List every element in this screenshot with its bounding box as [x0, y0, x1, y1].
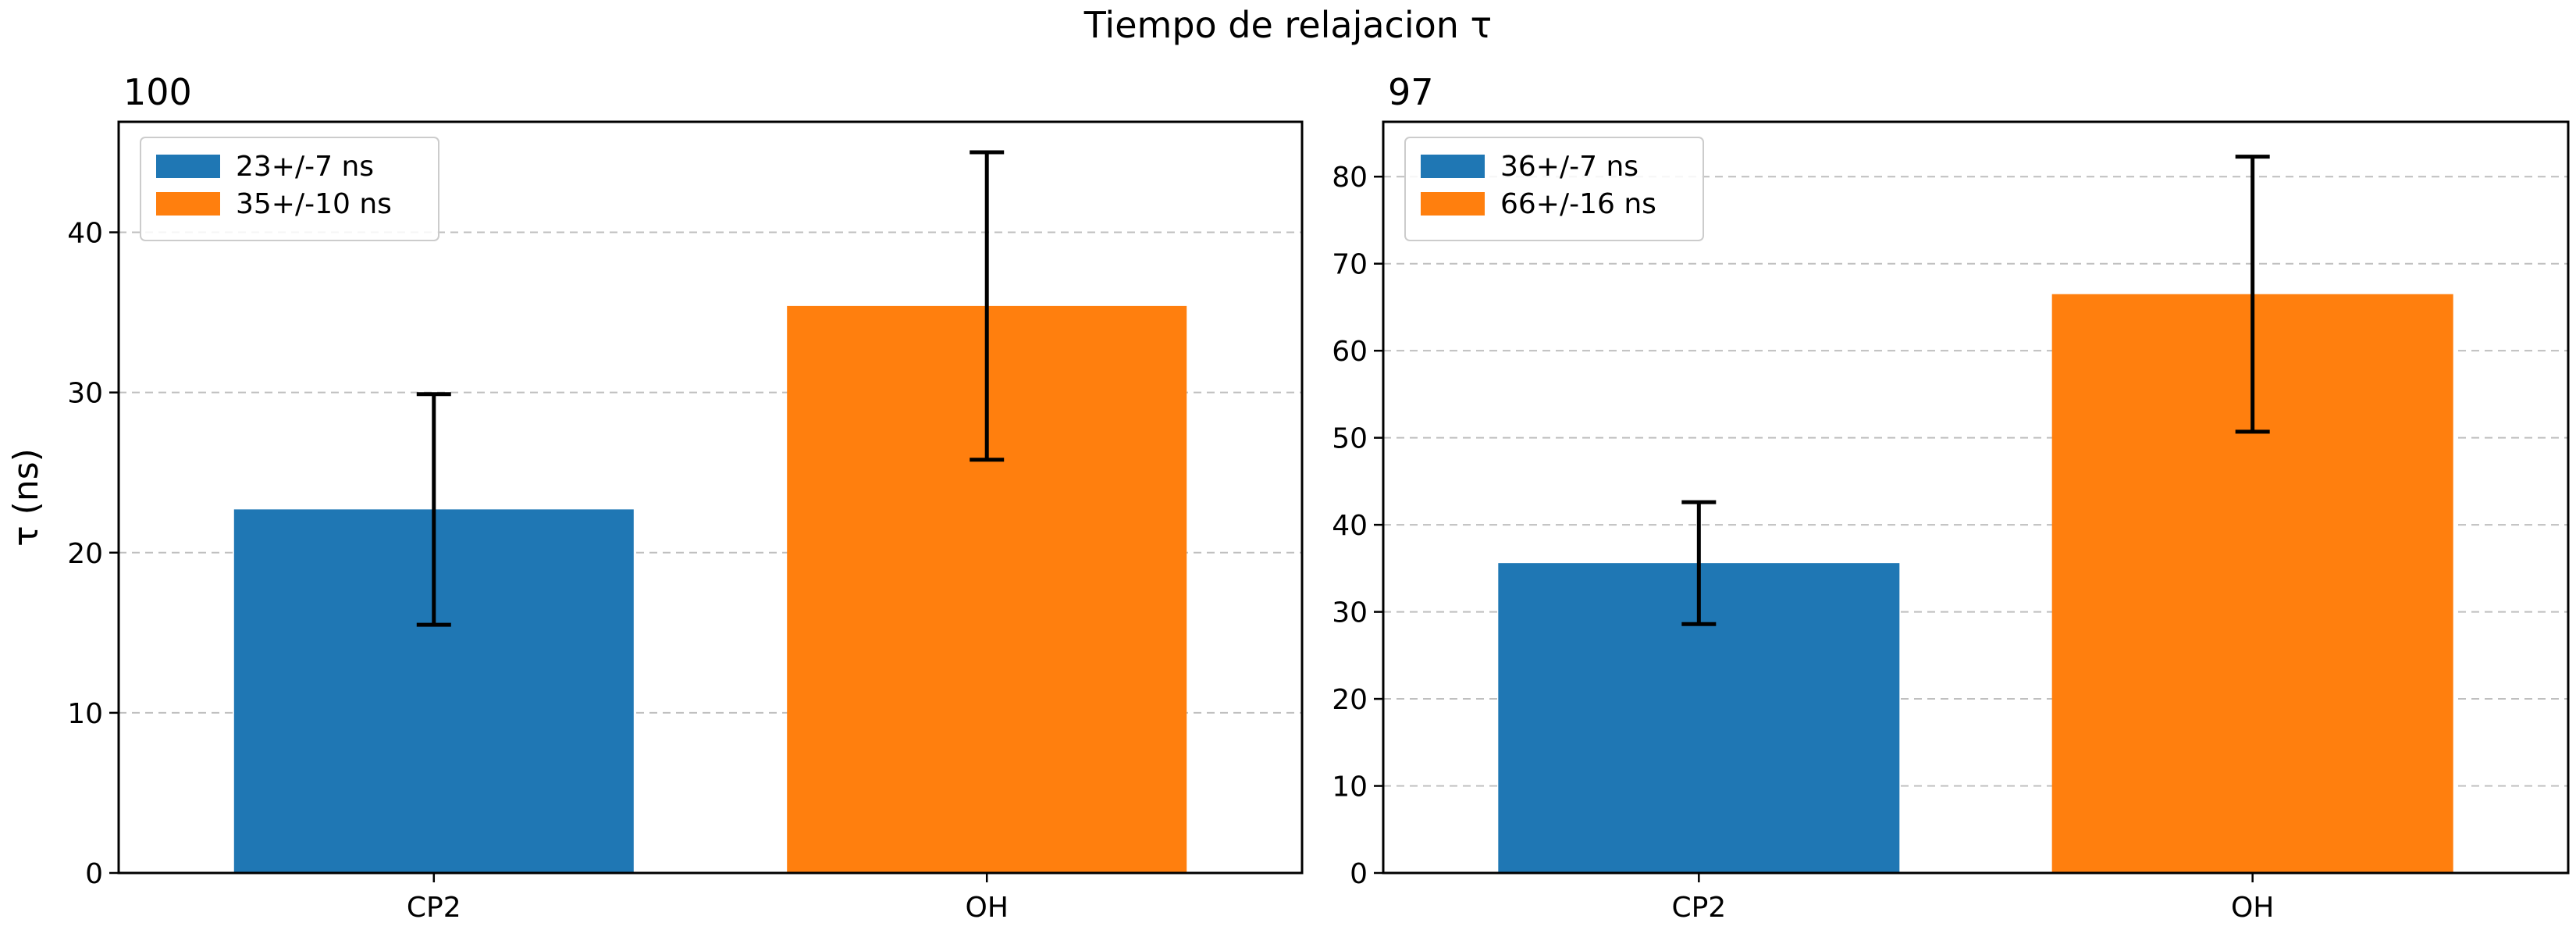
figure-suptitle: Tiempo de relajacion τ: [1083, 4, 1493, 46]
y-tick-label: 10: [1332, 771, 1368, 803]
y-tick-label: 60: [1332, 336, 1368, 368]
y-axis-label: τ (ns): [6, 448, 46, 547]
chart-panel-right: 0 10 20 30 40 50 60 70 80 CP2 OH 97 36+/-7 ns 66+/-16…: [1332, 71, 2570, 924]
legend: 36+/-7 ns 66+/-16 ns: [1404, 137, 1704, 241]
y-tick-label: 30: [1332, 597, 1368, 629]
error-bar-cp2: [416, 392, 451, 627]
x-tick-label: CP2: [407, 892, 461, 924]
legend-swatch: [1421, 155, 1485, 178]
legend-label: 36+/-7 ns: [1500, 151, 1638, 183]
chart-panel-left: 0 10 20 30 40 CP2 OH 100 τ (ns) 23+/-7 ns 35+/-10 …: [6, 71, 1304, 924]
y-tick-label: 50: [1332, 423, 1368, 455]
legend-label: 35+/-10 ns: [236, 188, 392, 220]
x-tick-label: OH: [2231, 892, 2274, 924]
y-tick-label: 40: [1332, 510, 1368, 542]
y-tick-label: 20: [67, 538, 103, 570]
panel-title-left: 100: [123, 71, 192, 113]
y-tick-label: 0: [1350, 858, 1368, 890]
axes-frame: [117, 120, 1304, 875]
y-tick-label: 30: [67, 378, 103, 410]
axes-frame: [1382, 120, 2570, 875]
y-tick-label: 70: [1332, 249, 1368, 281]
x-tick-label: CP2: [1671, 892, 1726, 924]
y-tick-label: 10: [67, 698, 103, 730]
legend-label: 66+/-16 ns: [1500, 188, 1656, 220]
y-tick-label: 80: [1332, 162, 1368, 194]
panel-title-right: 97: [1388, 71, 1434, 113]
legend-swatch: [156, 192, 220, 216]
y-tick-label: 40: [67, 218, 103, 250]
error-bar-oh: [970, 150, 1005, 462]
y-tick-label: 20: [1332, 684, 1368, 716]
error-bar-cp2: [1681, 500, 1717, 626]
error-bar-oh: [2235, 155, 2270, 434]
legend-label: 23+/-7 ns: [236, 151, 374, 183]
x-tick-label: OH: [966, 892, 1009, 924]
legend: 23+/-7 ns 35+/-10 ns: [140, 137, 439, 241]
legend-swatch: [156, 155, 220, 178]
y-tick-label: 0: [85, 858, 103, 890]
legend-swatch: [1421, 192, 1485, 216]
